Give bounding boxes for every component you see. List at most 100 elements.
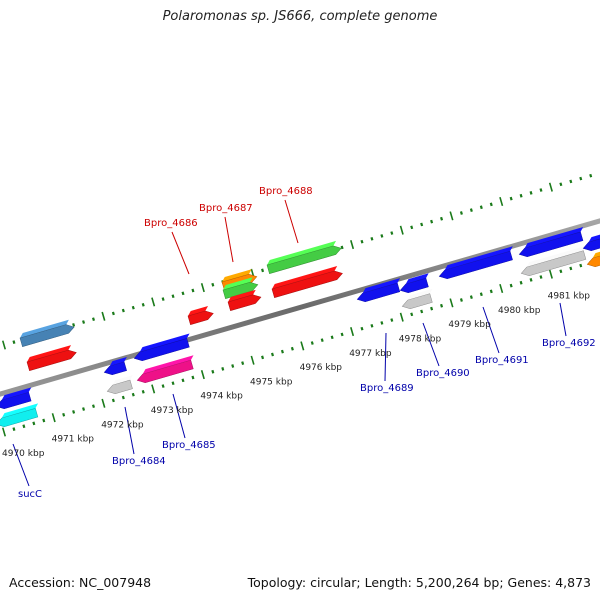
label-leader-line xyxy=(172,393,186,439)
gene-arrow-bevel xyxy=(223,277,253,290)
major-tick xyxy=(151,384,156,394)
gene-arrow-bevel xyxy=(228,289,256,302)
gene-arrow-body xyxy=(19,324,75,347)
minor-tick xyxy=(320,338,324,343)
label-leader-line xyxy=(284,199,299,244)
minor-tick xyxy=(141,302,145,307)
map-title: Polaromonas sp. JS666, complete genome xyxy=(162,9,438,24)
gene-label: sucC xyxy=(18,489,42,500)
major-tick xyxy=(350,327,355,337)
minor-tick xyxy=(589,173,593,178)
gene-arrow-body xyxy=(227,294,262,311)
minor-tick xyxy=(430,306,434,311)
gene-arrow-body xyxy=(106,379,133,394)
gene-arrow xyxy=(586,248,600,267)
gene-arrow xyxy=(187,306,214,325)
minor-tick xyxy=(211,369,215,374)
gene-arrow-body xyxy=(222,281,259,299)
minor-tick xyxy=(370,323,374,328)
minor-tick xyxy=(12,427,16,431)
major-tick xyxy=(300,341,305,351)
minor-tick xyxy=(121,308,125,313)
gene-arrow xyxy=(401,288,433,309)
gene-arrow-bevel xyxy=(407,288,433,301)
gene-label: Bpro_4684 xyxy=(112,456,166,467)
gene-arrow xyxy=(106,375,133,394)
major-tick xyxy=(499,283,504,294)
gene-arrow-bevel xyxy=(526,245,587,268)
minor-tick xyxy=(290,346,294,351)
minor-tick xyxy=(489,202,493,207)
kbp-label: 4971 kbp xyxy=(52,435,95,445)
minor-tick xyxy=(191,288,195,293)
minor-tick xyxy=(131,305,135,310)
minor-tick xyxy=(72,323,76,327)
minor-tick xyxy=(569,266,573,271)
minor-tick xyxy=(519,280,523,285)
gene-arrow-bevel xyxy=(444,246,513,271)
minor-tick xyxy=(479,292,483,297)
minor-tick xyxy=(42,418,46,423)
minor-tick xyxy=(221,367,225,371)
minor-tick xyxy=(469,208,473,212)
gene-arrow xyxy=(266,240,342,274)
gene-arrow xyxy=(136,355,194,383)
gene-arrow-bevel xyxy=(588,230,600,243)
gene-arrow xyxy=(271,266,343,298)
gene-arrow-bevel xyxy=(222,269,252,282)
minor-tick xyxy=(529,191,533,195)
gene-arrow xyxy=(520,245,587,276)
label-leader-line xyxy=(124,406,135,455)
major-tick xyxy=(250,355,255,365)
gene-arrow-bevel xyxy=(524,227,584,249)
gene-label: Bpro_4687 xyxy=(199,203,253,214)
label-leader-line xyxy=(171,231,190,275)
minor-tick xyxy=(509,283,513,288)
minor-tick xyxy=(62,412,66,417)
label-leader-line xyxy=(482,306,500,354)
minor-tick xyxy=(569,179,573,184)
major-tick xyxy=(399,225,404,235)
gene-label: Bpro_4686 xyxy=(144,218,198,229)
gene-arrow xyxy=(19,319,75,347)
major-tick xyxy=(449,211,454,221)
label-leader-line xyxy=(384,332,387,382)
minor-tick xyxy=(459,298,463,302)
gene-arrow-body xyxy=(438,250,513,279)
kbp-label: 4978 kbp xyxy=(399,334,442,344)
minor-tick xyxy=(72,410,76,414)
gene-arrow-bevel xyxy=(1,403,39,419)
gene-arrow-body xyxy=(356,282,401,302)
minor-tick xyxy=(191,375,195,380)
major-tick xyxy=(499,196,504,207)
minor-tick xyxy=(509,196,513,201)
minor-tick xyxy=(91,404,95,409)
gene-arrow-body xyxy=(266,245,342,274)
label-leader-line xyxy=(422,322,440,367)
minor-tick xyxy=(579,263,583,268)
minor-tick xyxy=(370,236,374,241)
gene-arrow-body xyxy=(399,277,429,293)
kbp-label: 4977 kbp xyxy=(349,349,392,359)
gene-label: Bpro_4688 xyxy=(259,186,313,197)
gene-arrow xyxy=(103,356,127,375)
minor-tick xyxy=(420,222,424,227)
gene-arrow-body xyxy=(103,361,127,375)
minor-tick xyxy=(440,216,444,221)
minor-tick xyxy=(181,378,185,383)
gene-arrow-body xyxy=(133,338,190,361)
major-tick xyxy=(200,283,205,293)
kbp-label: 4981 kbp xyxy=(548,292,591,302)
gene-arrow xyxy=(222,277,259,299)
minor-tick xyxy=(360,326,364,331)
gene-arrow-bevel xyxy=(272,266,338,289)
gene-arrow-bevel xyxy=(112,375,133,386)
minor-tick xyxy=(459,211,463,215)
minor-tick xyxy=(340,245,344,250)
kbp-label: 4973 kbp xyxy=(151,406,194,416)
gene-arrow-body xyxy=(187,310,214,325)
major-tick xyxy=(548,182,553,192)
minor-tick xyxy=(380,321,384,325)
gene-arrow-body xyxy=(582,235,600,251)
minor-tick xyxy=(330,335,334,340)
